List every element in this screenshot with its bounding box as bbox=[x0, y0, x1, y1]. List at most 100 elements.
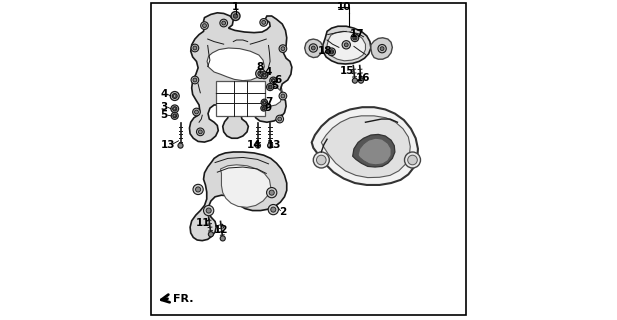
Polygon shape bbox=[327, 31, 365, 61]
Polygon shape bbox=[190, 152, 287, 241]
Text: 5: 5 bbox=[160, 110, 167, 120]
Circle shape bbox=[271, 207, 276, 212]
Circle shape bbox=[231, 12, 240, 20]
Circle shape bbox=[196, 128, 204, 136]
Circle shape bbox=[193, 108, 201, 116]
Text: 4: 4 bbox=[265, 67, 272, 77]
Circle shape bbox=[204, 205, 213, 216]
Circle shape bbox=[259, 72, 262, 75]
Circle shape bbox=[262, 73, 267, 77]
Circle shape bbox=[202, 24, 207, 28]
Circle shape bbox=[353, 36, 357, 40]
Polygon shape bbox=[371, 38, 392, 59]
Circle shape bbox=[173, 107, 177, 111]
Circle shape bbox=[206, 208, 211, 213]
Polygon shape bbox=[220, 165, 271, 207]
Polygon shape bbox=[217, 86, 249, 107]
Circle shape bbox=[268, 85, 272, 89]
Circle shape bbox=[351, 34, 358, 42]
Circle shape bbox=[170, 92, 179, 100]
Text: 7: 7 bbox=[265, 97, 273, 107]
Circle shape bbox=[263, 74, 265, 76]
Polygon shape bbox=[207, 48, 264, 81]
Circle shape bbox=[268, 204, 278, 215]
Polygon shape bbox=[305, 39, 323, 58]
Circle shape bbox=[408, 155, 417, 165]
Text: 6: 6 bbox=[274, 75, 281, 85]
Circle shape bbox=[220, 236, 225, 241]
Circle shape bbox=[352, 78, 357, 83]
Circle shape bbox=[172, 93, 177, 99]
Circle shape bbox=[354, 37, 356, 39]
Circle shape bbox=[328, 48, 336, 56]
Text: 16: 16 bbox=[356, 73, 371, 84]
Circle shape bbox=[262, 20, 266, 24]
Circle shape bbox=[271, 79, 275, 83]
Text: 5: 5 bbox=[271, 81, 278, 91]
Circle shape bbox=[220, 19, 228, 27]
Circle shape bbox=[196, 187, 201, 192]
Circle shape bbox=[193, 46, 197, 50]
Circle shape bbox=[222, 21, 226, 25]
Text: FR.: FR. bbox=[173, 294, 194, 304]
Circle shape bbox=[268, 143, 273, 148]
Circle shape bbox=[233, 14, 238, 18]
Circle shape bbox=[263, 101, 265, 103]
Circle shape bbox=[331, 51, 333, 53]
Circle shape bbox=[317, 155, 326, 165]
Circle shape bbox=[267, 84, 273, 91]
Circle shape bbox=[344, 43, 348, 47]
Circle shape bbox=[329, 50, 334, 54]
Circle shape bbox=[276, 115, 284, 123]
Text: 13: 13 bbox=[160, 140, 175, 150]
Circle shape bbox=[281, 47, 285, 51]
Circle shape bbox=[260, 19, 268, 26]
Circle shape bbox=[267, 188, 277, 198]
Polygon shape bbox=[258, 86, 282, 106]
Circle shape bbox=[342, 41, 350, 49]
Polygon shape bbox=[323, 26, 371, 64]
Circle shape bbox=[261, 105, 267, 111]
Circle shape bbox=[173, 114, 176, 118]
Text: 3: 3 bbox=[160, 102, 167, 112]
Circle shape bbox=[261, 72, 268, 79]
Circle shape bbox=[270, 77, 277, 84]
Circle shape bbox=[279, 92, 287, 100]
Circle shape bbox=[312, 46, 315, 50]
Circle shape bbox=[174, 115, 176, 117]
Text: 14: 14 bbox=[247, 140, 262, 150]
Circle shape bbox=[191, 44, 199, 52]
Circle shape bbox=[262, 107, 265, 110]
Circle shape bbox=[378, 44, 386, 53]
Circle shape bbox=[313, 152, 329, 168]
Text: 2: 2 bbox=[280, 207, 286, 217]
Circle shape bbox=[258, 71, 263, 76]
Circle shape bbox=[171, 105, 178, 113]
Polygon shape bbox=[312, 107, 418, 185]
Circle shape bbox=[201, 22, 209, 29]
Polygon shape bbox=[321, 116, 410, 178]
Circle shape bbox=[194, 110, 199, 114]
Polygon shape bbox=[353, 134, 395, 167]
Circle shape bbox=[263, 100, 266, 104]
Text: 15: 15 bbox=[341, 66, 355, 76]
Circle shape bbox=[269, 190, 275, 195]
Circle shape bbox=[272, 80, 275, 82]
Polygon shape bbox=[189, 13, 292, 142]
Circle shape bbox=[178, 143, 183, 148]
Polygon shape bbox=[216, 81, 265, 116]
Circle shape bbox=[309, 44, 318, 52]
Circle shape bbox=[209, 232, 213, 237]
Circle shape bbox=[281, 94, 285, 98]
Circle shape bbox=[255, 143, 260, 148]
Circle shape bbox=[278, 117, 281, 121]
Text: 4: 4 bbox=[160, 89, 168, 100]
Circle shape bbox=[173, 108, 176, 110]
Circle shape bbox=[358, 78, 363, 83]
Text: 9: 9 bbox=[265, 103, 272, 113]
Circle shape bbox=[263, 107, 265, 109]
Text: 17: 17 bbox=[350, 28, 365, 39]
Text: 11: 11 bbox=[196, 218, 211, 228]
Circle shape bbox=[261, 99, 268, 106]
Circle shape bbox=[173, 95, 176, 97]
